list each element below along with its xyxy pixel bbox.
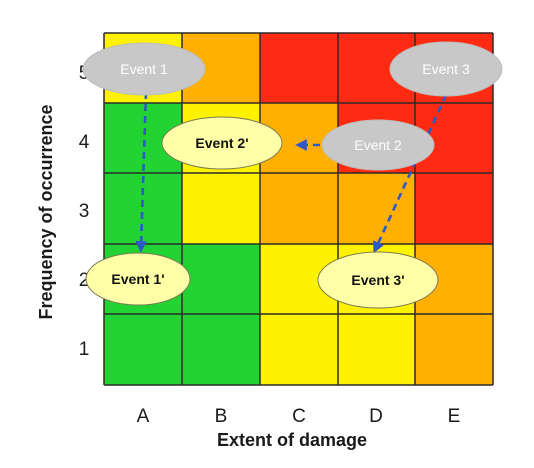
- event-2-prime-label: Event 2': [195, 135, 248, 151]
- event-2-label: Event 2: [354, 137, 402, 153]
- cell-b2: [182, 244, 260, 314]
- cell-b1: [182, 314, 260, 385]
- cell-a3: [104, 173, 182, 244]
- x-tick-a: A: [137, 406, 150, 427]
- cell-e3: [415, 173, 493, 244]
- cell-c5: [260, 33, 338, 103]
- cell-d1: [338, 314, 415, 385]
- event-1-prime-label: Event 1': [111, 271, 164, 287]
- y-tick-3: 3: [79, 201, 90, 222]
- event-3-prime-label: Event 3': [351, 272, 404, 288]
- cell-d3: [338, 173, 415, 244]
- event-2-prime-bubble: Event 2': [161, 116, 283, 170]
- y-axis-title: Frequency of occurrence: [36, 104, 56, 319]
- y-tick-1: 1: [79, 339, 90, 360]
- cell-a1: [104, 314, 182, 385]
- event-2-bubble: Event 2: [321, 119, 435, 171]
- x-tick-b: B: [215, 406, 228, 427]
- event-3-bubble: Event 3: [389, 41, 503, 97]
- x-tick-e: E: [448, 406, 461, 427]
- x-axis-title: Extent of damage: [217, 430, 367, 450]
- cell-c3: [260, 173, 338, 244]
- x-tick-labels: A B C D E: [137, 406, 461, 427]
- event-3-label: Event 3: [422, 61, 470, 77]
- event-1-bubble: Event 1: [82, 42, 206, 96]
- x-tick-d: D: [369, 406, 383, 427]
- y-tick-2: 2: [79, 270, 90, 291]
- y-tick-labels: 5 4 3 2 1: [79, 63, 90, 360]
- cell-c1: [260, 314, 338, 385]
- cell-b3: [182, 173, 260, 244]
- event-1-label: Event 1: [120, 61, 168, 77]
- x-tick-c: C: [292, 406, 306, 427]
- y-tick-4: 4: [79, 132, 90, 153]
- event-3-prime-bubble: Event 3': [317, 251, 439, 309]
- cell-e1: [415, 314, 493, 385]
- arrow-event3-to-event3-prime: [373, 94, 448, 254]
- event-arrows: [135, 91, 448, 254]
- arrow-event1-to-event1-prime: [135, 91, 148, 253]
- event-1-prime-bubble: Event 1': [85, 252, 191, 306]
